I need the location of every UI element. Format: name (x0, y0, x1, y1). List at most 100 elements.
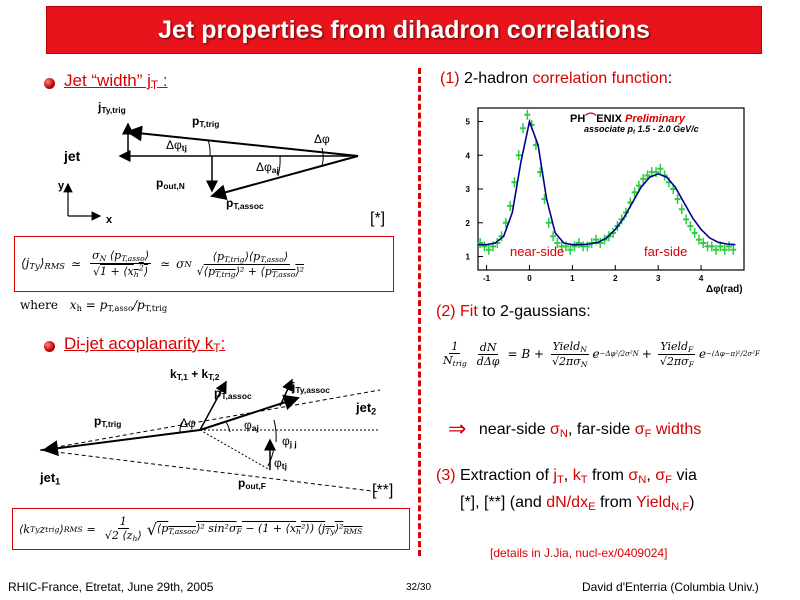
implies-arrow-icon: ⇒ (448, 416, 467, 441)
ff-sf: √2πσF (658, 355, 696, 369)
where-rhs: = p (85, 298, 108, 312)
f1-frac1-num: σN ⟨pT,asso⟩ (90, 248, 152, 264)
item3-text2: from (587, 467, 629, 484)
item1-text2: : (667, 70, 673, 87)
label-jet1: jet1 (40, 470, 60, 486)
label-dphi-aj-sub: aj (271, 165, 279, 176)
f2-lhs-mid: z (39, 522, 46, 536)
f2-b2: ⟩² sin²σ (196, 522, 237, 536)
logo-ph: PH (570, 113, 586, 125)
assoc-sub: t (633, 128, 636, 136)
item2-num: (2) (436, 303, 456, 320)
bullet-icon (44, 341, 55, 352)
label-j-ty-assoc: jTy,assoc (292, 380, 330, 395)
f2-b2s: F (236, 526, 242, 536)
f2-lhs-end: ⟩ (59, 522, 64, 536)
jet-width-diagram (63, 122, 359, 221)
ff-yn-sub: N (580, 344, 587, 354)
f2-b4: ²⟩) ⟨j (301, 522, 326, 536)
pt-trig2-sub: T,trig (101, 419, 122, 430)
label-dphi-tj: Δφtj (166, 138, 187, 153)
phi-jj-main: φ (282, 434, 290, 448)
item1-text1: 2-hadron (459, 70, 533, 87)
ff-yf: YieldF (658, 340, 696, 355)
item-extraction: (3) Extraction of jT, kT from σN, σF via (436, 467, 697, 486)
item-extraction-line2: [*], [**] (and dN/dxE from YieldN,F) (460, 494, 694, 513)
label-pout-n-main: p (156, 176, 164, 190)
f1-frac1: σN ⟨pT,asso⟩ √1 + ⟨xh2⟩ (90, 248, 152, 280)
f1-sqrt-body: 1 + ⟨xh2⟩ (100, 264, 149, 280)
ff-frac2: dN dΔφ (475, 341, 502, 368)
label-pout-n: pout,N (156, 176, 185, 191)
label-j-ty-trig: jTy,trig (98, 100, 126, 115)
label-pt-trig-main: p (192, 114, 200, 128)
bullet-jet-width: Jet “width” jT : (64, 71, 168, 92)
assoc-range: 1.5 - 2.0 GeV/c (635, 124, 699, 134)
data-points (477, 109, 737, 255)
f2-lhs-sub: Ty (29, 524, 40, 534)
ff-sf-sub: F (688, 359, 694, 369)
item2-red: Fit (460, 303, 478, 320)
ff-dn: dN (477, 340, 499, 355)
item3-from: from (595, 494, 637, 511)
ff-yn: YieldN (550, 340, 589, 355)
ff-frac4: YieldF √2πσF (658, 340, 696, 369)
where-rhs-sub: T,asso (107, 303, 134, 314)
label-dphi-2: Δφ (180, 416, 196, 430)
widths-sigma-f-sub: F (644, 427, 652, 440)
ff-sn-sub: N (580, 359, 588, 369)
ff-ef-sup: −(Δφ−π)²/2σ²F (706, 350, 760, 359)
ff-ef: e (698, 347, 707, 362)
f1-lhs: ⟨jTy⟩RMS (21, 256, 65, 271)
ff-sf-main: √2πσ (659, 354, 689, 368)
near-side-label: near-side (510, 244, 565, 259)
ff-sn-main: √2πσ (552, 354, 581, 368)
f1-den2-body: ⟨pT,trig⟩² + ⟨pT,asso⟩² (204, 265, 304, 279)
phi-aj-sub: aj (251, 423, 259, 434)
ref-double-star: [**] (372, 482, 394, 499)
f2-den-main: √2 ⟨z (104, 529, 133, 543)
ff-sn: √2πσN (550, 355, 589, 369)
f2-den-end: ⟩ (137, 529, 142, 543)
bullet-dijet-kt-colon: : (220, 334, 226, 353)
x-tick-label: 0 (527, 274, 532, 283)
f1-sigma-sub: N (99, 253, 107, 263)
ff-frac3: YieldN √2πσN (550, 340, 589, 369)
x-axis: -1 0 1 2 3 4 (483, 265, 704, 283)
ff-one: 1 (449, 340, 461, 355)
widths-text2: , far-side (568, 421, 635, 438)
label-kt-sum: kT,1 + kT,2 (170, 367, 219, 382)
f1-sim1: ≃ (71, 257, 82, 271)
item1-red: correlation function (532, 70, 668, 87)
f1-sigma2: σ (176, 257, 185, 271)
bullet-dijet-kt-text: Di-jet acoplanarity k (64, 334, 214, 353)
where-line: where xh = pT,asso/pT,trig (20, 298, 167, 313)
phi-jj-sub: j j (289, 439, 297, 450)
axis-x-label: x (106, 214, 113, 226)
ff-yf-main: Yield (660, 340, 689, 353)
pout-f-sub: out,F (245, 481, 266, 492)
footer-page-number: 32/30 (406, 582, 432, 593)
label-pt-assoc-2: pT,assoc (214, 386, 252, 401)
widths-line: ⇒ near-side σN, far-side σF widths (448, 416, 701, 442)
label-dphi-tj-sub: tj (181, 143, 187, 154)
jet2-main: jet (356, 400, 372, 415)
item2-text: to 2-gaussians: (477, 303, 591, 320)
f2-b1: ⟨p (156, 522, 169, 536)
axis-y-label: y (58, 180, 65, 192)
item3-text3: via (672, 467, 697, 484)
x-tick-label: 1 (570, 274, 575, 283)
label-dphi-aj: Δφaj (256, 160, 279, 175)
j-ty-assoc-sub: Ty,assoc (295, 385, 330, 396)
f1-pt: ⟨p (109, 248, 122, 262)
footer-left: RHIC-France, Etretat, June 29th, 2005 (8, 580, 214, 594)
where-x-sub: h (76, 303, 82, 314)
f1-pt-end: ⟩ (144, 248, 150, 262)
pt-assoc2-sub: T,assoc (221, 391, 252, 402)
f1-sigma2-sub: N (184, 259, 192, 269)
jet1-main: jet (40, 470, 56, 485)
fit-formula: 1 Ntrig dN dΔφ = B + YieldN √2πσN e −Δφ²/2σ²… (438, 340, 760, 369)
y-tick-label: 5 (466, 118, 471, 127)
f1-xh-end: ⟩ (143, 265, 149, 279)
